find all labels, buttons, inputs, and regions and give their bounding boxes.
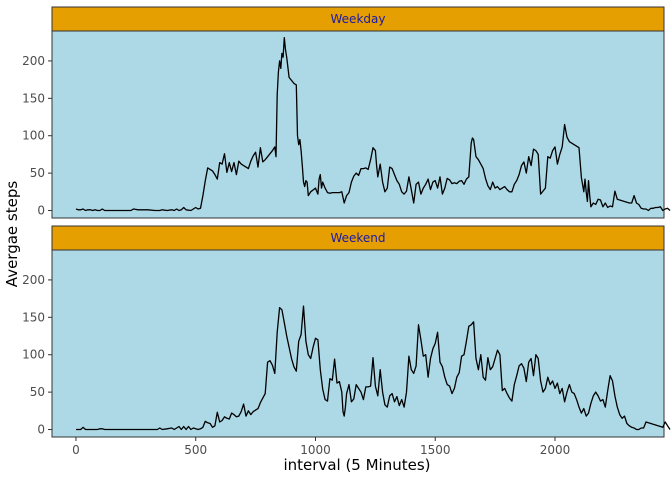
x-axis-title: interval (5 Minutes) (283, 456, 430, 474)
y-tick-label: 50 (30, 385, 45, 399)
y-tick-label: 150 (22, 91, 45, 105)
y-tick-label: 0 (37, 204, 45, 218)
y-tick-label: 200 (22, 273, 45, 287)
facet-strip (51, 225, 665, 251)
panel-background (51, 30, 665, 219)
x-tick-label: 2000 (540, 443, 571, 457)
facet-panel-weekday: Weekday 0 50 100 150 200 (22, 6, 671, 219)
facet-strip-label: Weekend (330, 231, 385, 245)
y-tick-label: 100 (22, 129, 45, 143)
y-tick-label: 150 (22, 310, 45, 324)
x-tick-label: 1500 (420, 443, 451, 457)
panel-background (51, 249, 665, 438)
panels: Weekday 0 50 100 150 200 Weekend 0 50 100 150 200 (22, 6, 671, 438)
series-line-weekend (76, 305, 671, 431)
y-tick-label: 50 (30, 166, 45, 180)
x-tick-label: 500 (184, 443, 207, 457)
series-line-weekday (75, 37, 671, 212)
y-tick-label: 100 (22, 348, 45, 362)
facet-strip (51, 6, 665, 32)
x-tick-label: 1000 (300, 443, 331, 457)
y-tick-label: 0 (37, 423, 45, 437)
x-tick-label: 0 (72, 443, 80, 457)
y-axis-title: Avergae steps (3, 181, 21, 288)
x-axis: 0 500 1000 1500 2000 (72, 437, 570, 457)
facet-panel-weekend: Weekend 0 50 100 150 200 (22, 225, 671, 438)
y-tick-label: 200 (22, 54, 45, 68)
facet-strip-label: Weekday (331, 12, 386, 26)
